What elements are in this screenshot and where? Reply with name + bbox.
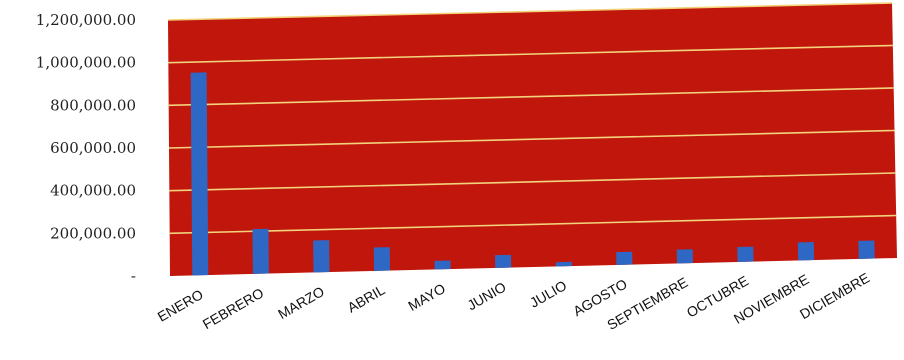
y-axis: - 200,000.00 400,000.00 600,000.00 800,000.0… xyxy=(36,11,136,285)
y-tick-label: - xyxy=(131,267,136,285)
gridline xyxy=(169,172,896,192)
gridline xyxy=(168,44,893,64)
bar-mayo xyxy=(434,260,451,270)
bar-agosto xyxy=(616,251,633,265)
y-tick-label: 400,000.00 xyxy=(50,182,136,200)
x-tick-label: DICIEMBRE xyxy=(797,269,872,322)
bar-noviembre xyxy=(797,241,815,261)
x-tick-label: JULIO xyxy=(527,277,569,311)
x-tick-label: ABRIL xyxy=(344,281,387,315)
gridline xyxy=(168,87,894,107)
bar-julio xyxy=(555,261,572,267)
gridline xyxy=(167,2,893,21)
y-tick-label: 800,000.00 xyxy=(50,96,136,114)
x-tick-label: MAYO xyxy=(405,280,448,314)
bar-febrero xyxy=(252,228,269,274)
y-tick-label: 1,000,000.00 xyxy=(36,54,136,72)
y-tick-label: 600,000.00 xyxy=(50,139,136,157)
bar-abril xyxy=(373,247,391,271)
bar-marzo xyxy=(313,240,330,273)
x-tick-label: ENERO xyxy=(155,286,206,325)
bar-octubre xyxy=(737,246,754,262)
gridline xyxy=(168,129,895,149)
bar-junio xyxy=(495,254,512,268)
y-tick-label: 200,000.00 xyxy=(50,224,136,242)
bar-diciembre xyxy=(858,240,875,259)
gridline xyxy=(169,214,897,235)
x-tick-label: FEBRERO xyxy=(200,284,267,332)
plot-area xyxy=(167,2,897,276)
x-tick-label: JUNIO xyxy=(464,278,508,313)
bar-enero xyxy=(190,72,209,276)
x-tick-label: MARZO xyxy=(275,283,327,322)
bar-septiembre xyxy=(676,249,693,264)
y-tick-label: 1,200,000.00 xyxy=(36,11,136,29)
